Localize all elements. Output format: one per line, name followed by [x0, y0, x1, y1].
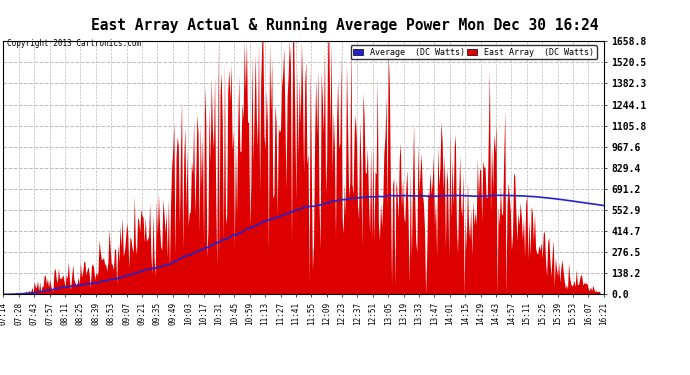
Text: East Array Actual & Running Average Power Mon Dec 30 16:24: East Array Actual & Running Average Powe… [91, 17, 599, 33]
Legend: Average  (DC Watts), East Array  (DC Watts): Average (DC Watts), East Array (DC Watts… [351, 45, 597, 59]
Text: Copyright 2013 Cartronics.com: Copyright 2013 Cartronics.com [7, 39, 141, 48]
